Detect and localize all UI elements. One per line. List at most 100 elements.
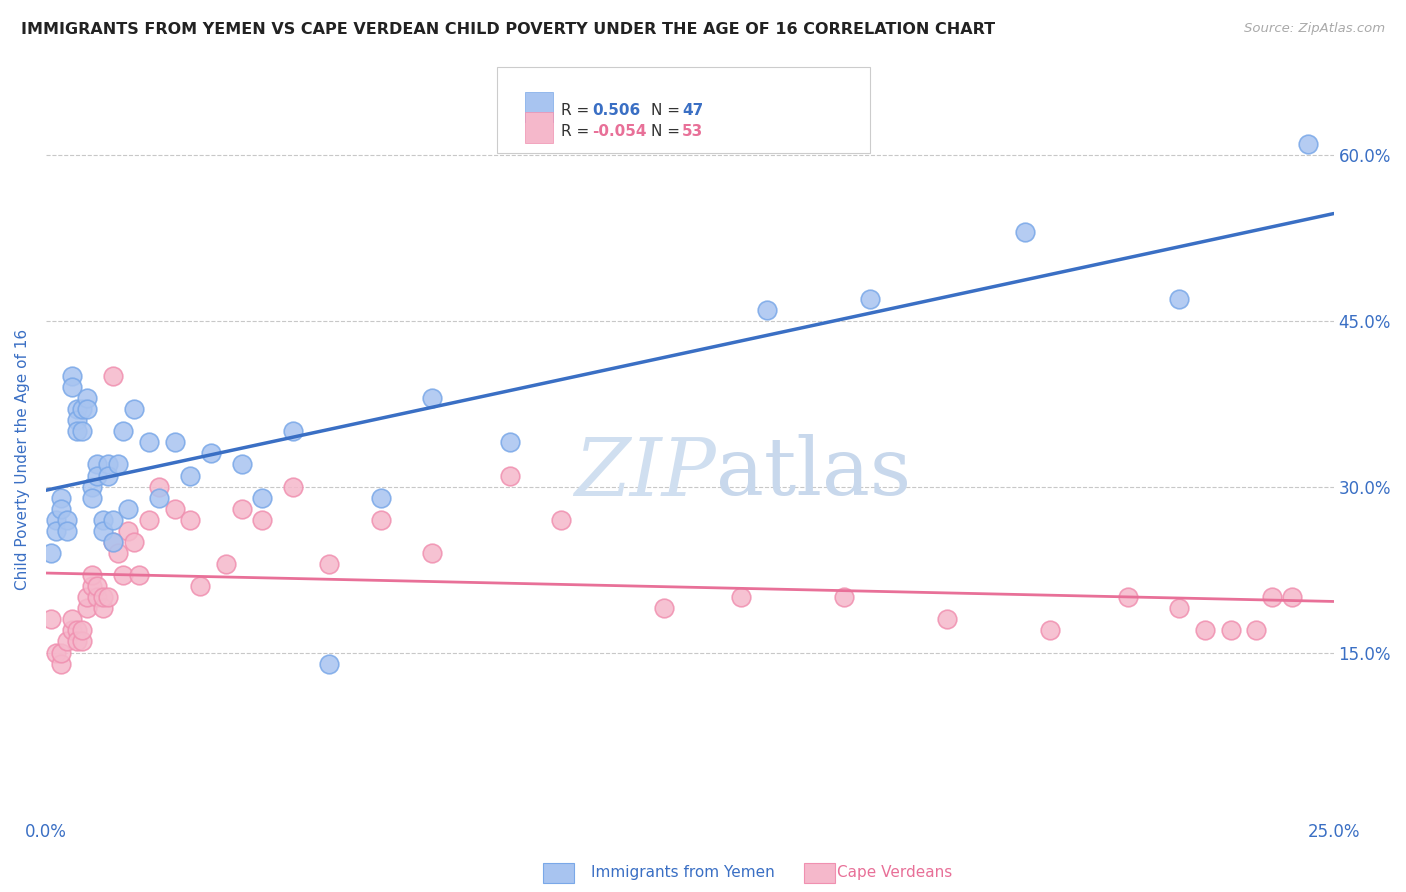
Point <box>138 513 160 527</box>
Point <box>859 292 882 306</box>
Text: R =: R = <box>561 124 595 138</box>
Point <box>45 646 67 660</box>
Point <box>91 513 114 527</box>
Point <box>51 501 73 516</box>
Text: N =: N = <box>651 124 685 138</box>
Point <box>112 568 135 582</box>
Point <box>82 579 104 593</box>
Point <box>76 591 98 605</box>
Point <box>252 491 274 505</box>
Point <box>55 513 77 527</box>
Point <box>70 402 93 417</box>
Point <box>91 524 114 538</box>
Point <box>60 369 83 384</box>
Point <box>1281 591 1303 605</box>
Point <box>215 557 238 571</box>
Point <box>283 425 305 439</box>
Point <box>45 513 67 527</box>
Point <box>97 591 120 605</box>
Point <box>91 591 114 605</box>
FancyBboxPatch shape <box>524 112 554 143</box>
Point <box>420 546 443 560</box>
Point <box>51 491 73 505</box>
Point <box>163 435 186 450</box>
Point <box>122 535 145 549</box>
Point <box>82 568 104 582</box>
Point <box>51 657 73 671</box>
FancyBboxPatch shape <box>524 92 554 122</box>
Point <box>756 302 779 317</box>
Point <box>76 391 98 405</box>
Point <box>97 468 120 483</box>
Point <box>55 634 77 648</box>
Text: Immigrants from Yemen: Immigrants from Yemen <box>591 865 775 880</box>
Point <box>82 480 104 494</box>
Point <box>101 369 124 384</box>
Text: 0.506: 0.506 <box>592 103 640 119</box>
Point <box>200 446 222 460</box>
Point <box>420 391 443 405</box>
Point <box>1246 624 1268 638</box>
Point <box>179 513 201 527</box>
Point <box>107 458 129 472</box>
Point <box>66 425 89 439</box>
Point <box>148 480 170 494</box>
Point <box>936 612 959 626</box>
Point <box>66 402 89 417</box>
Point <box>86 579 108 593</box>
Point <box>60 612 83 626</box>
Text: 47: 47 <box>682 103 703 119</box>
Point <box>70 425 93 439</box>
Text: ZIP: ZIP <box>574 434 716 512</box>
Point <box>252 513 274 527</box>
Point <box>231 501 253 516</box>
Point <box>1116 591 1139 605</box>
Point <box>1168 292 1191 306</box>
Point <box>318 657 340 671</box>
FancyBboxPatch shape <box>496 67 870 153</box>
Point <box>82 491 104 505</box>
Point <box>45 524 67 538</box>
Point <box>1014 225 1036 239</box>
Point <box>66 413 89 427</box>
Point <box>86 591 108 605</box>
Point <box>70 624 93 638</box>
Point <box>86 468 108 483</box>
Point <box>101 535 124 549</box>
Point <box>117 524 139 538</box>
Text: Cape Verdeans: Cape Verdeans <box>837 865 952 880</box>
Point <box>51 646 73 660</box>
Point <box>55 524 77 538</box>
Point <box>91 601 114 615</box>
Point <box>60 380 83 394</box>
Point <box>498 435 520 450</box>
Point <box>550 513 572 527</box>
Point <box>1296 136 1319 151</box>
Point <box>101 535 124 549</box>
Point <box>66 624 89 638</box>
Point <box>97 458 120 472</box>
Point <box>117 501 139 516</box>
Point <box>112 425 135 439</box>
Point <box>128 568 150 582</box>
Point <box>498 468 520 483</box>
Point <box>101 513 124 527</box>
Point <box>66 634 89 648</box>
Text: 53: 53 <box>682 124 703 138</box>
Point <box>60 624 83 638</box>
Point <box>39 546 62 560</box>
Y-axis label: Child Poverty Under the Age of 16: Child Poverty Under the Age of 16 <box>15 328 30 590</box>
Point <box>148 491 170 505</box>
Text: atlas: atlas <box>716 434 911 512</box>
Point <box>1039 624 1062 638</box>
Point <box>39 612 62 626</box>
Point <box>1168 601 1191 615</box>
Text: R =: R = <box>561 103 595 119</box>
Point <box>179 468 201 483</box>
Text: N =: N = <box>651 103 685 119</box>
Point <box>190 579 212 593</box>
Point <box>231 458 253 472</box>
Text: -0.054: -0.054 <box>592 124 647 138</box>
Point <box>122 402 145 417</box>
Point <box>76 601 98 615</box>
